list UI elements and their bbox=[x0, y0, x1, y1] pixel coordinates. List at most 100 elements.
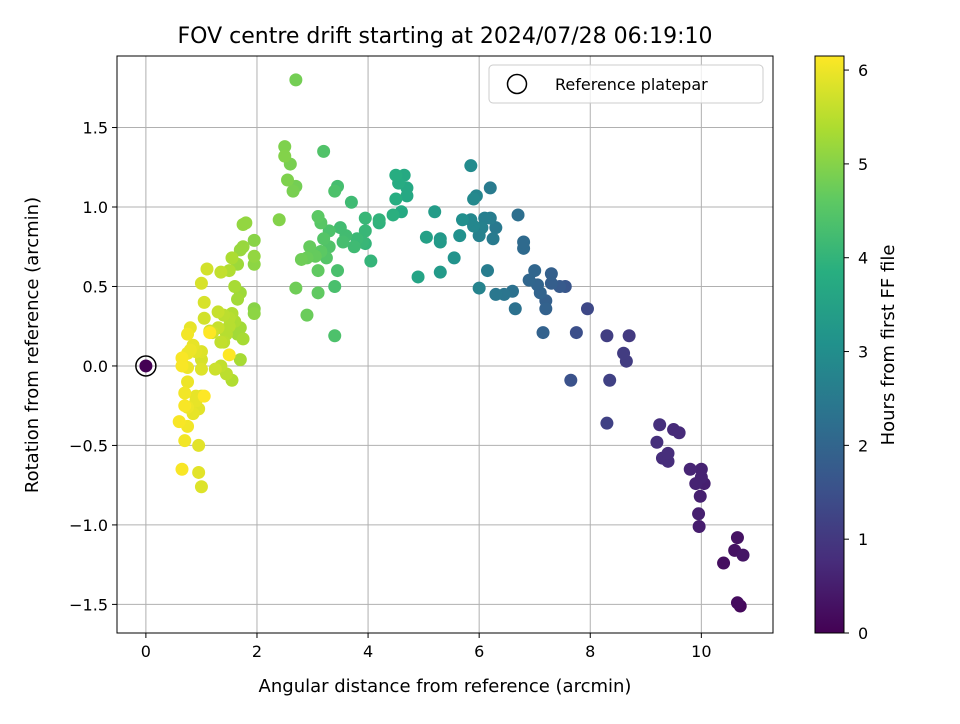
data-point bbox=[433, 265, 447, 279]
grid-lines bbox=[117, 56, 773, 633]
data-point bbox=[236, 332, 250, 346]
data-point bbox=[528, 264, 542, 278]
data-point bbox=[231, 292, 245, 306]
y-tick-label: −0.5 bbox=[69, 436, 108, 455]
data-point bbox=[300, 308, 314, 322]
data-point bbox=[508, 302, 522, 316]
data-point bbox=[331, 264, 345, 278]
data-point bbox=[536, 326, 550, 340]
reference-point-dot bbox=[139, 359, 153, 373]
y-tick-label: 0.5 bbox=[83, 277, 108, 296]
colorbar-tick-label: 4 bbox=[858, 249, 868, 268]
data-point bbox=[539, 302, 553, 316]
data-points bbox=[172, 73, 750, 613]
plot-frame bbox=[116, 55, 774, 634]
x-axis-ticks: 0 2 4 6 8 10 bbox=[141, 633, 712, 661]
colorbar-tick-label: 0 bbox=[858, 624, 868, 643]
data-point bbox=[225, 251, 239, 265]
data-point bbox=[197, 295, 211, 309]
data-point bbox=[489, 221, 503, 235]
reference-marker bbox=[135, 355, 157, 377]
data-point bbox=[389, 192, 403, 206]
data-point bbox=[372, 213, 386, 227]
data-point bbox=[389, 168, 403, 182]
colorbar-label: Hours from first FF file bbox=[878, 245, 899, 446]
data-point bbox=[328, 329, 342, 343]
data-point bbox=[211, 305, 225, 319]
data-point bbox=[328, 184, 342, 198]
data-point bbox=[317, 232, 331, 246]
data-point bbox=[247, 233, 261, 247]
data-point bbox=[364, 254, 378, 268]
x-tick-label: 2 bbox=[252, 642, 262, 661]
data-point bbox=[278, 140, 292, 154]
data-point bbox=[214, 335, 228, 349]
data-point bbox=[311, 264, 325, 278]
y-tick-label: −1.5 bbox=[69, 595, 108, 614]
data-point bbox=[197, 389, 211, 403]
data-point bbox=[194, 276, 208, 290]
data-point bbox=[661, 446, 675, 460]
data-point bbox=[336, 235, 350, 249]
colorbar-tick-label: 5 bbox=[858, 155, 868, 174]
data-point bbox=[347, 240, 361, 254]
data-point bbox=[278, 149, 292, 163]
data-point bbox=[580, 302, 594, 316]
data-point bbox=[233, 243, 247, 257]
data-point bbox=[178, 434, 192, 448]
data-point bbox=[311, 286, 325, 300]
data-point bbox=[517, 235, 531, 249]
y-tick-label: −1.0 bbox=[69, 516, 108, 535]
data-point bbox=[694, 462, 708, 476]
data-point bbox=[200, 262, 214, 276]
data-point bbox=[464, 159, 478, 173]
data-point bbox=[544, 276, 558, 290]
data-point bbox=[653, 418, 667, 432]
colorbar-ticks: 0 1 2 3 4 5 6 bbox=[844, 61, 868, 643]
data-point bbox=[564, 373, 578, 387]
data-point bbox=[294, 252, 308, 266]
data-point bbox=[203, 326, 217, 340]
x-axis-label: Angular distance from reference (arcmin) bbox=[259, 676, 632, 697]
colorbar-gradient bbox=[814, 55, 845, 634]
data-point bbox=[239, 216, 253, 230]
colorbar-tick-label: 3 bbox=[858, 343, 868, 362]
data-point bbox=[419, 230, 433, 244]
data-point bbox=[317, 144, 331, 158]
x-tick-label: 4 bbox=[363, 642, 373, 661]
data-point bbox=[717, 556, 731, 570]
data-point bbox=[175, 462, 189, 476]
y-axis-label: Rotation from reference (arcmin) bbox=[22, 197, 43, 493]
data-point bbox=[228, 279, 242, 293]
data-point bbox=[311, 210, 325, 224]
data-point bbox=[181, 375, 195, 389]
reference-point-ring bbox=[135, 355, 157, 377]
data-point bbox=[289, 73, 303, 87]
x-tick-label: 10 bbox=[691, 642, 711, 661]
data-point bbox=[522, 273, 536, 287]
data-point bbox=[175, 359, 189, 373]
data-point bbox=[622, 329, 636, 343]
y-axis-ticks: −1.5 −1.0 −0.5 0.0 0.5 1.0 1.5 bbox=[69, 119, 117, 614]
data-point bbox=[181, 327, 195, 341]
data-point bbox=[472, 281, 486, 295]
chart-title: FOV centre drift starting at 2024/07/28 … bbox=[178, 24, 713, 49]
data-point bbox=[683, 462, 697, 476]
colorbar-tick-label: 6 bbox=[858, 61, 868, 80]
data-point bbox=[617, 346, 631, 360]
data-point bbox=[208, 362, 222, 376]
data-point bbox=[569, 326, 583, 340]
data-point bbox=[272, 213, 286, 227]
data-point bbox=[328, 279, 342, 293]
data-point bbox=[428, 205, 442, 219]
data-point bbox=[172, 415, 186, 429]
data-point bbox=[194, 480, 208, 494]
data-point bbox=[730, 596, 744, 610]
data-point bbox=[303, 240, 317, 254]
data-point bbox=[692, 507, 706, 521]
x-tick-label: 0 bbox=[141, 642, 151, 661]
data-point bbox=[192, 438, 206, 452]
data-point bbox=[192, 465, 206, 479]
data-point bbox=[600, 416, 614, 430]
